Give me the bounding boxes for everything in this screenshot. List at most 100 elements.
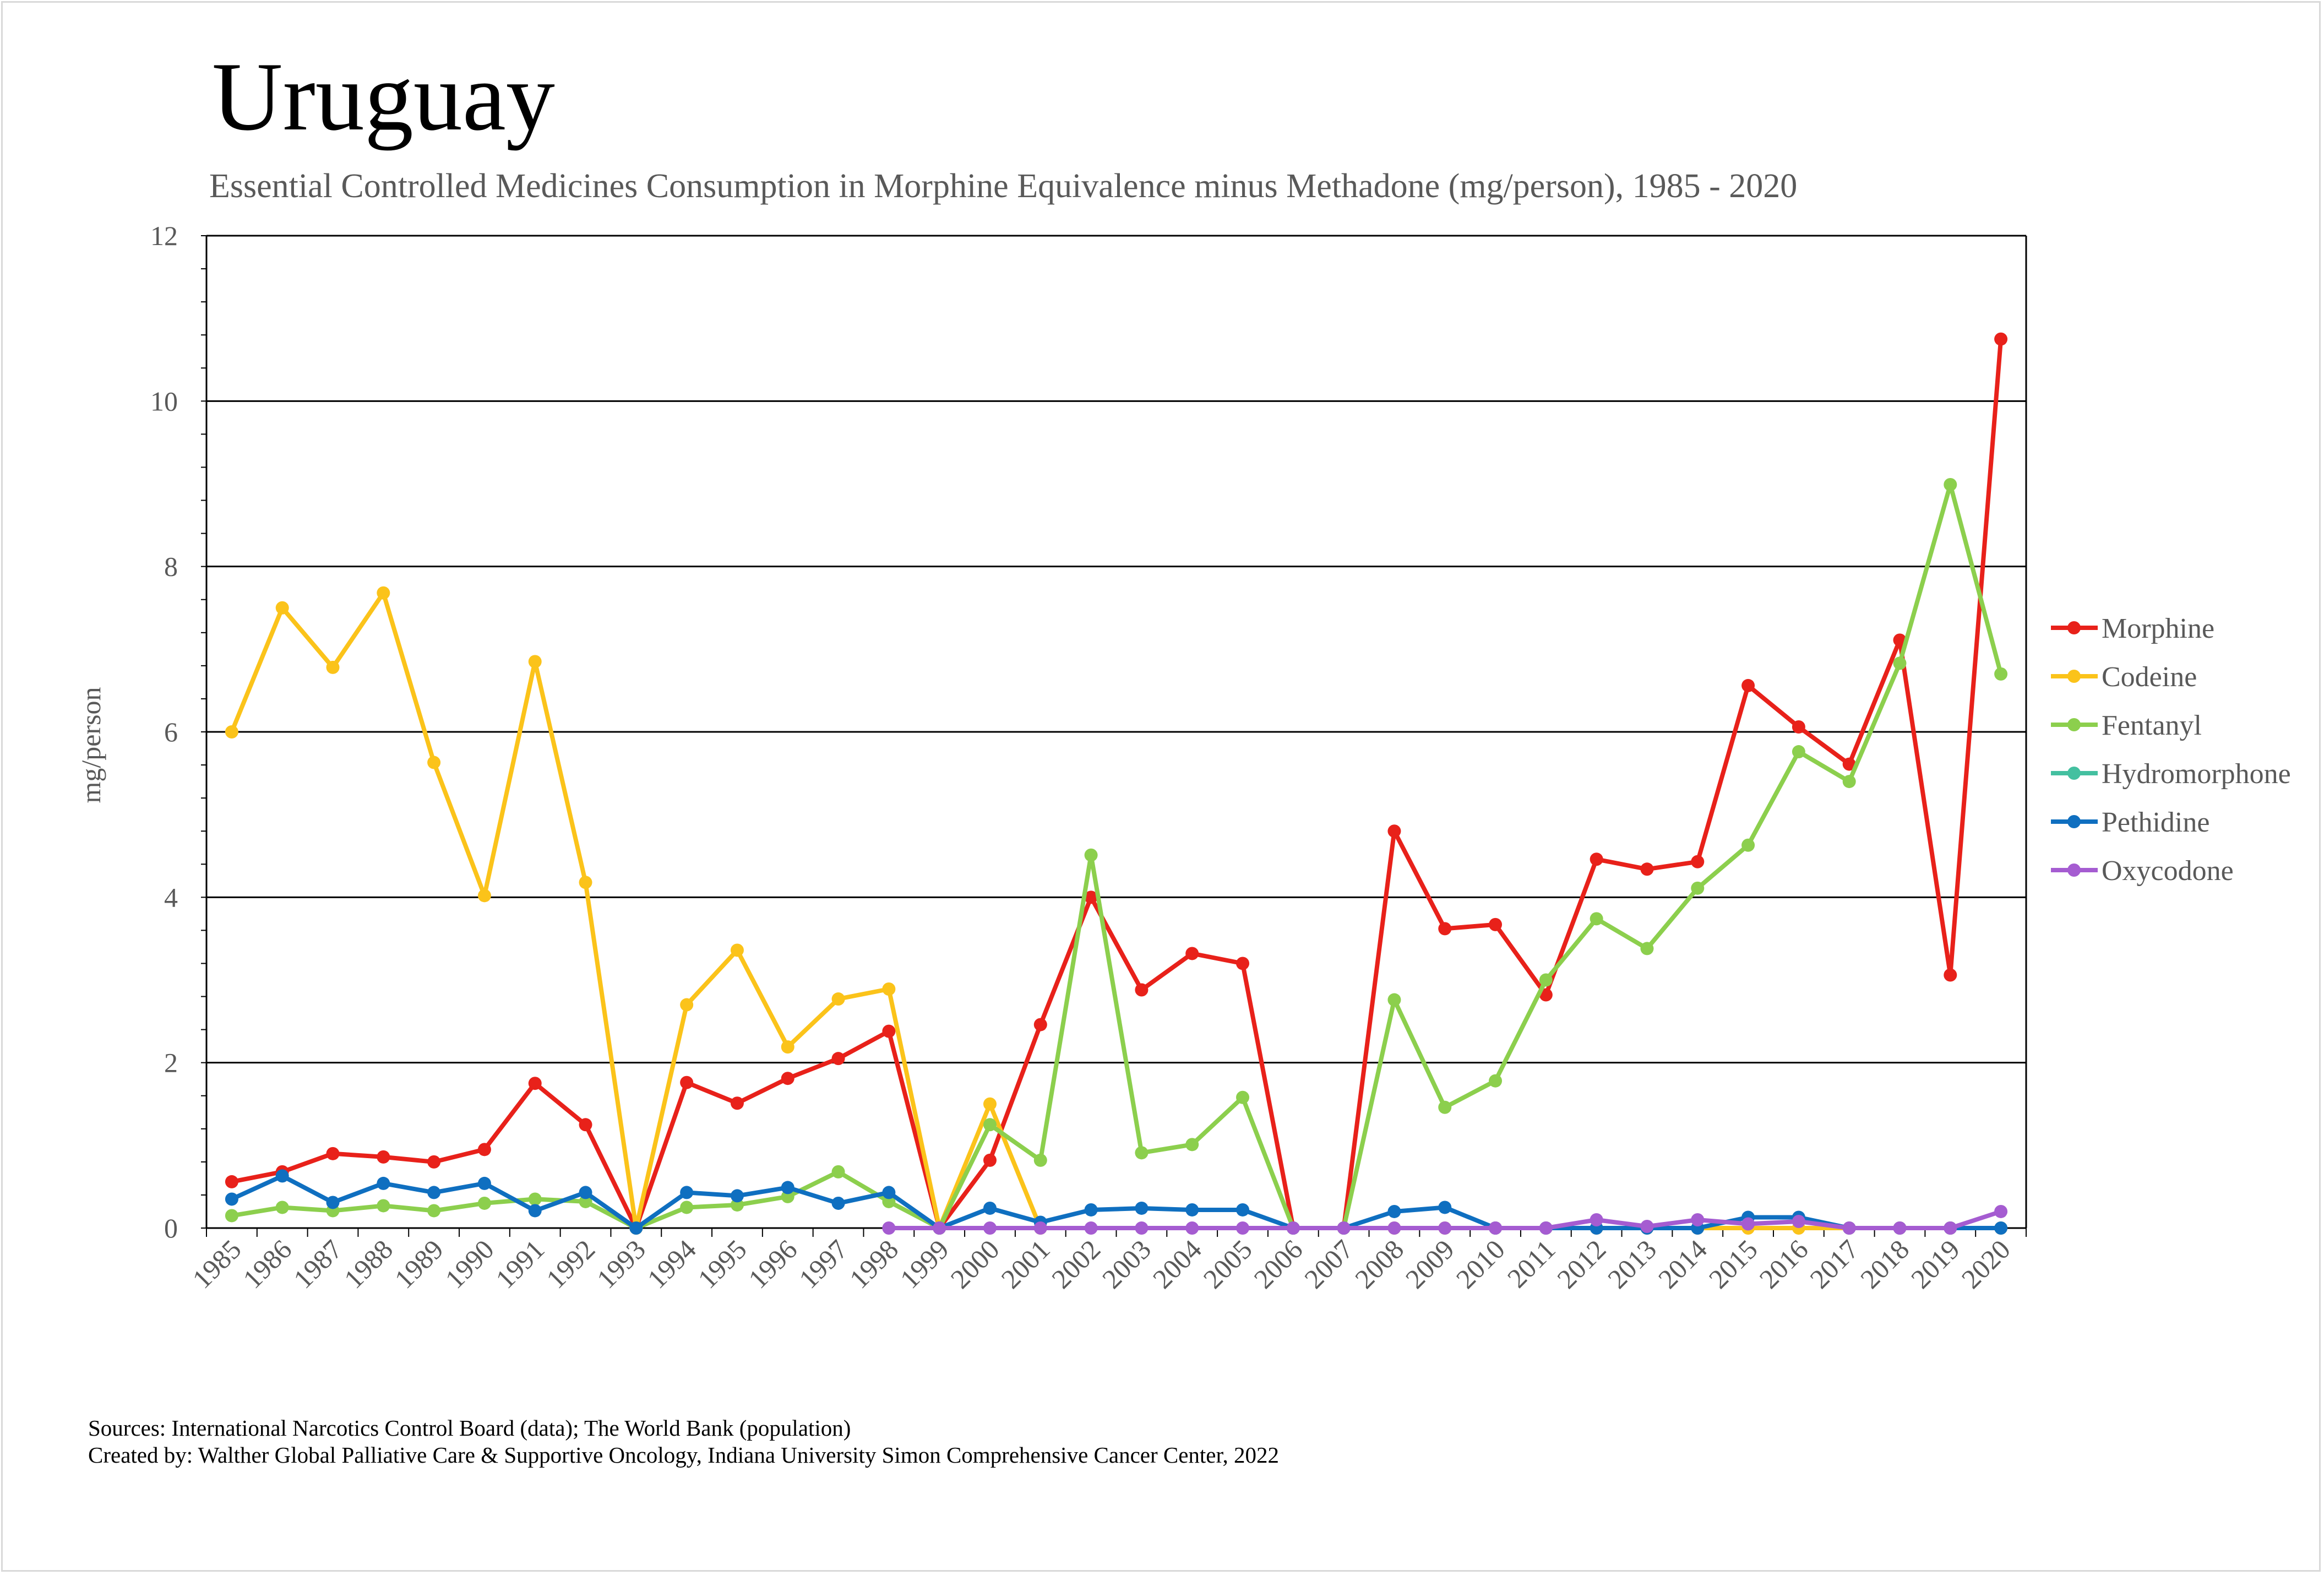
- data-point-oxycodone-2013: [1640, 1219, 1654, 1233]
- data-point-fentanyl-2005: [1236, 1090, 1250, 1104]
- series-line-fentanyl: [229, 482, 2004, 1230]
- data-point-codeine-1996: [781, 1040, 794, 1054]
- data-point-codeine-1990: [477, 889, 491, 903]
- data-point-fentanyl-2020: [1994, 667, 2008, 681]
- data-point-oxycodone-2005: [1236, 1221, 1250, 1235]
- x-tick-label-2009: 2009: [1400, 1234, 1460, 1294]
- legend-item-codeine: Codeine: [2051, 661, 2197, 693]
- created-by-line: Created by: Walther Global Palliative Ca…: [88, 1442, 1279, 1468]
- x-tick-label-2003: 2003: [1096, 1234, 1157, 1294]
- series-line-codeine: [229, 590, 1043, 1230]
- data-point-morphine-2002: [1084, 890, 1098, 904]
- data-point-codeine-1987: [326, 660, 340, 674]
- data-point-pethidine-2000: [983, 1201, 997, 1215]
- data-point-morphine-1997: [831, 1052, 845, 1066]
- data-point-fentanyl-2008: [1387, 993, 1401, 1007]
- series: [225, 332, 2008, 1235]
- x-tick-label-2006: 2006: [1248, 1234, 1308, 1294]
- data-point-oxycodone-1998: [882, 1221, 896, 1235]
- series-oxycodone: [882, 1204, 2008, 1235]
- data-point-morphine-1995: [730, 1096, 744, 1110]
- y-tick-label-0: 0: [164, 1213, 178, 1243]
- data-point-fentanyl-1992: [579, 1194, 592, 1208]
- data-point-fentanyl-1995: [730, 1198, 744, 1212]
- x-tick-label-1989: 1989: [389, 1234, 449, 1294]
- y-tick-label-12: 12: [150, 220, 178, 251]
- data-point-oxycodone-2001: [1033, 1221, 1047, 1235]
- x-tick-label-2002: 2002: [1046, 1234, 1106, 1294]
- data-point-oxycodone-2015: [1741, 1217, 1755, 1231]
- sources-line: Sources: International Narcotics Control…: [88, 1415, 851, 1441]
- data-point-pethidine-2020: [1994, 1221, 2008, 1235]
- data-point-fentanyl-2014: [1691, 881, 1705, 895]
- y-tick-label-4: 4: [164, 882, 178, 913]
- data-point-fentanyl-1991: [528, 1192, 542, 1206]
- legend-swatch-marker: [2067, 863, 2081, 877]
- data-point-pethidine-1997: [831, 1196, 845, 1210]
- data-point-pethidine-1995: [730, 1189, 744, 1203]
- legend-label-codeine: Codeine: [2102, 661, 2197, 693]
- legend: Morphine Codeine Fentanyl Hydromorphone Peth…: [2051, 613, 2291, 887]
- data-point-morphine-2011: [1539, 988, 1553, 1002]
- x-tick-label-1994: 1994: [641, 1234, 702, 1294]
- gridlines: [206, 235, 2026, 1229]
- x-tick-label-2015: 2015: [1703, 1234, 1764, 1294]
- data-point-morphine-2008: [1387, 824, 1401, 838]
- data-point-pethidine-2008: [1387, 1204, 1401, 1218]
- data-point-oxycodone-2008: [1387, 1221, 1401, 1235]
- data-point-pethidine-1987: [326, 1196, 340, 1209]
- x-tick-label-1985: 1985: [186, 1234, 247, 1294]
- x-tick-label-1987: 1987: [287, 1234, 348, 1294]
- x-tick-label-1986: 1986: [237, 1234, 297, 1294]
- x-tick-label-2016: 2016: [1753, 1234, 1814, 1294]
- data-point-morphine-1990: [477, 1143, 491, 1156]
- data-point-morphine-1987: [326, 1147, 340, 1160]
- data-point-fentanyl-1990: [477, 1196, 491, 1210]
- data-point-fentanyl-2018: [1893, 656, 1907, 670]
- data-point-morphine-1989: [427, 1155, 441, 1169]
- data-point-morphine-1998: [882, 1024, 896, 1038]
- data-point-fentanyl-2010: [1489, 1074, 1503, 1088]
- data-point-oxycodone-2016: [1792, 1214, 1805, 1228]
- data-point-pethidine-1991: [528, 1204, 542, 1218]
- legend-swatch-marker: [2067, 815, 2081, 828]
- data-point-pethidine-1998: [882, 1186, 896, 1199]
- data-point-oxycodone-2009: [1438, 1221, 1452, 1235]
- data-point-morphine-2000: [983, 1153, 997, 1167]
- data-point-oxycodone-2007: [1337, 1221, 1351, 1235]
- data-point-morphine-1991: [528, 1077, 542, 1090]
- legend-item-pethidine: Pethidine: [2051, 807, 2209, 838]
- legend-item-hydromorphone: Hydromorphone: [2051, 758, 2291, 790]
- legend-label-hydromorphone: Hydromorphone: [2102, 758, 2291, 790]
- data-point-fentanyl-2012: [1590, 912, 1603, 926]
- data-point-codeine-1985: [225, 725, 238, 738]
- data-point-codeine-1992: [579, 876, 592, 889]
- data-point-fentanyl-1998: [882, 1194, 896, 1208]
- x-tick-label-2010: 2010: [1450, 1234, 1511, 1294]
- data-point-oxycodone-2014: [1691, 1213, 1705, 1226]
- data-point-morphine-2017: [1842, 757, 1856, 771]
- x-tick-label-2020: 2020: [1956, 1234, 2016, 1294]
- x-tick-label-2008: 2008: [1349, 1234, 1409, 1294]
- data-point-codeine-1998: [882, 982, 896, 996]
- data-point-codeine-1991: [528, 655, 542, 669]
- x-tick-label-2018: 2018: [1854, 1234, 1915, 1294]
- data-point-oxycodone-2006: [1286, 1221, 1300, 1235]
- x-tick-label-1992: 1992: [540, 1234, 601, 1294]
- x-tick-label-2014: 2014: [1652, 1234, 1713, 1294]
- data-point-oxycodone-2002: [1084, 1221, 1098, 1235]
- data-point-oxycodone-2004: [1185, 1221, 1199, 1235]
- data-point-morphine-2010: [1489, 917, 1503, 931]
- data-point-oxycodone-2003: [1135, 1221, 1149, 1235]
- data-point-pethidine-1985: [225, 1192, 238, 1206]
- legend-item-oxycodone: Oxycodone: [2051, 855, 2234, 887]
- data-point-morphine-1992: [579, 1118, 592, 1132]
- x-tick-label-2005: 2005: [1197, 1234, 1258, 1294]
- data-point-pethidine-1988: [377, 1176, 390, 1190]
- x-tick-label-2019: 2019: [1905, 1234, 1966, 1294]
- data-point-pethidine-1986: [275, 1169, 289, 1183]
- data-point-fentanyl-1986: [275, 1201, 289, 1214]
- data-point-codeine-1995: [730, 943, 744, 957]
- data-point-pethidine-2002: [1084, 1203, 1098, 1216]
